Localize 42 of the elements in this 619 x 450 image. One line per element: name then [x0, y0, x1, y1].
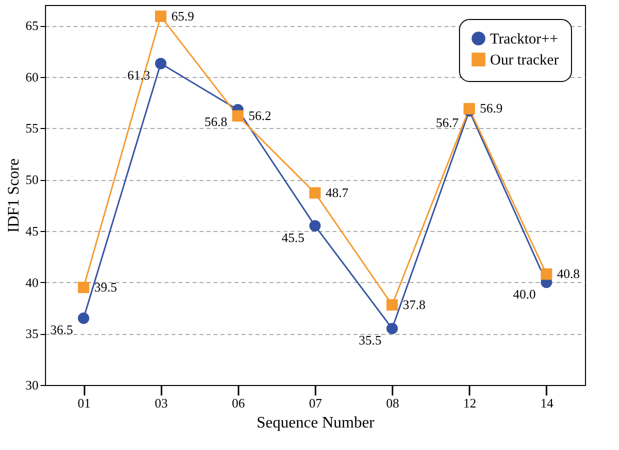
legend-label: Tracktor++: [490, 32, 558, 48]
data-label: 48.7: [326, 184, 349, 200]
point: [386, 299, 398, 311]
y-tick-label: 50: [26, 172, 38, 188]
data-label: 37.8: [402, 296, 426, 312]
y-tick-label: 30: [26, 378, 38, 392]
data-label: 40.8: [557, 266, 580, 282]
y-tick-label: 35: [26, 326, 38, 342]
point: [386, 322, 398, 334]
y-tick-label: 45: [26, 223, 38, 238]
point: [78, 282, 90, 294]
data-label: 56.2: [248, 108, 272, 123]
y-tick-label: 55: [26, 120, 38, 136]
x-tick-label: 06: [232, 396, 246, 410]
legend-label: Our tracker: [490, 52, 559, 68]
x-tick-label: 07: [309, 396, 322, 410]
x-tick-label: 01: [78, 396, 91, 410]
point: [232, 110, 244, 122]
point: [155, 58, 166, 70]
y-axis-title: IDF1 Score: [6, 158, 22, 233]
data-label: 45.5: [282, 230, 304, 245]
x-tick-label: 14: [540, 396, 554, 410]
point: [309, 187, 321, 199]
y-tick-label: 60: [26, 69, 38, 84]
y-tick-label: 40: [26, 274, 38, 290]
data-label: 40.0: [513, 286, 536, 302]
data-label: 35.5: [358, 332, 382, 348]
point: [78, 312, 90, 324]
x-axis-title: Sequence Number: [256, 414, 376, 432]
x-tick-label: 03: [154, 396, 168, 410]
x-tick-label: 08: [386, 396, 400, 410]
x-tick-label: 12: [463, 396, 476, 410]
data-label: 56.9: [480, 100, 503, 116]
point: [540, 268, 552, 280]
data-label: 65.9: [171, 8, 194, 24]
point: [309, 220, 321, 232]
data-label: 56.7: [436, 114, 460, 130]
point: [155, 10, 166, 22]
y-tick-label: 65: [26, 18, 38, 34]
data-label: 39.5: [94, 279, 117, 294]
data-label: 36.5: [50, 322, 73, 338]
data-label: 56.8: [204, 114, 228, 129]
